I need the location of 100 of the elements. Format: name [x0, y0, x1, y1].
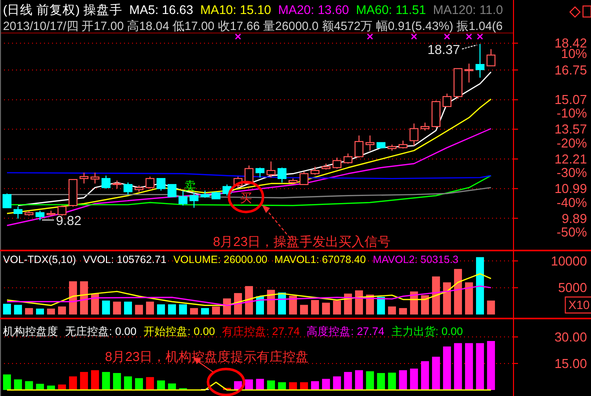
bar: [454, 343, 462, 390]
annotation: 8月23日，操盘手发出买入信号: [213, 234, 391, 249]
bar: [69, 281, 77, 314]
annotation: VOLUME: 26000.00: [173, 254, 268, 266]
text: 高度控盘: 27.74: [306, 325, 384, 338]
text: 无庄控盘: 0.00: [65, 325, 137, 338]
y-tick-label: 15.00: [554, 356, 587, 371]
bar: [146, 377, 154, 390]
bar: [256, 378, 264, 390]
bar: [355, 290, 363, 314]
line-series: [6, 98, 492, 214]
text: MAVOL2: 50315.3: [372, 254, 459, 266]
line-series: [6, 285, 492, 306]
y-tick-label: 16.75: [554, 62, 587, 78]
bar: [256, 296, 264, 314]
bar: [157, 304, 165, 314]
y-tick-label: 5000: [558, 280, 587, 296]
bar: [267, 290, 275, 314]
bar: [388, 306, 396, 314]
bar: [80, 281, 88, 314]
text: 有庄控盘: 27.74: [222, 325, 300, 338]
candlestick: [476, 43, 484, 78]
y2-tick-label: -40%: [556, 194, 588, 210]
bar: [300, 304, 308, 314]
bar: [388, 372, 396, 390]
bar: [377, 373, 385, 390]
bar: [366, 371, 374, 390]
text: X10: [568, 298, 590, 312]
line-series: [17, 71, 492, 206]
bar: [289, 382, 297, 390]
bar: [14, 379, 22, 390]
bar: [3, 304, 11, 314]
candlestick: [190, 192, 198, 208]
chart-title: VOL-TDX(5,10): [3, 254, 76, 266]
bar: [80, 372, 88, 390]
y-tick-label: 10000: [550, 253, 587, 268]
bar: [168, 383, 176, 390]
y-tick-label: 9.89: [562, 210, 587, 226]
bar: [47, 308, 55, 314]
text: 开始控盘: 0.00: [144, 326, 216, 338]
annotation: 卖: [184, 179, 196, 193]
bar: [234, 293, 242, 314]
chart-title: 机构控盘度: [3, 325, 58, 338]
text: MA5: 16.63: [129, 3, 194, 17]
text: MA20: 13.60: [278, 3, 350, 17]
text: MAVOL1: 67078.40: [274, 254, 366, 266]
bar: [102, 372, 110, 390]
bar: [124, 376, 132, 390]
y-tick-label: 12.21: [554, 151, 587, 166]
bar: [487, 340, 495, 390]
candlestick: [366, 135, 374, 152]
bar: [113, 302, 121, 314]
chart-title: (日线 前复权) 操盘手: [3, 3, 122, 17]
y-tick-label: 13.57: [554, 122, 587, 137]
bar: [267, 380, 275, 390]
bar: [36, 384, 44, 390]
bar: [432, 356, 440, 390]
bar: [322, 302, 330, 314]
bar: [3, 374, 11, 390]
text: MA120: 11.0: [432, 3, 503, 17]
bar: [377, 296, 385, 314]
annotation: 18.37: [427, 42, 460, 57]
annotation: 买: [240, 191, 252, 205]
bar: [278, 382, 286, 390]
bar: [410, 368, 418, 390]
y2-tick-label: -10%: [556, 106, 588, 120]
y-tick-label: 30.00: [554, 329, 587, 344]
bar: [179, 304, 187, 314]
bar: [476, 257, 484, 314]
bar: [135, 304, 143, 314]
annotation: 9.82: [56, 213, 82, 228]
bar: [454, 268, 462, 314]
text: 主力出货: 0.00: [391, 325, 463, 338]
y-tick-label: 15.07: [554, 92, 587, 108]
bar: [201, 308, 209, 314]
chart-subtitle: 2013/10/17/四 开17.00 高18.04 低17.00 收17.66 量26000.0 额4572万 幅0.91(5.43%) 振1.04(6: [3, 19, 503, 33]
bar: [146, 302, 154, 314]
bar: [333, 300, 341, 314]
y2-tick-label: -50%: [556, 224, 588, 240]
y-tick-label: 10.99: [554, 181, 587, 196]
bar: [25, 381, 33, 390]
bar: [25, 308, 33, 314]
bar: [135, 378, 143, 390]
bar: [14, 304, 22, 314]
bar: [311, 381, 319, 390]
bar: [322, 378, 330, 390]
bar: [487, 300, 495, 314]
bar: [311, 300, 319, 314]
bar: [421, 361, 429, 390]
bar: [113, 373, 121, 390]
candlestick: [464, 63, 474, 84]
bar: [91, 370, 99, 390]
bar: [333, 376, 341, 390]
line-series: [6, 128, 492, 226]
bar: [399, 308, 407, 314]
bar: [36, 308, 44, 314]
bar: [465, 343, 473, 390]
bar: [432, 276, 440, 314]
bar: [91, 294, 99, 314]
bar: [465, 282, 473, 314]
